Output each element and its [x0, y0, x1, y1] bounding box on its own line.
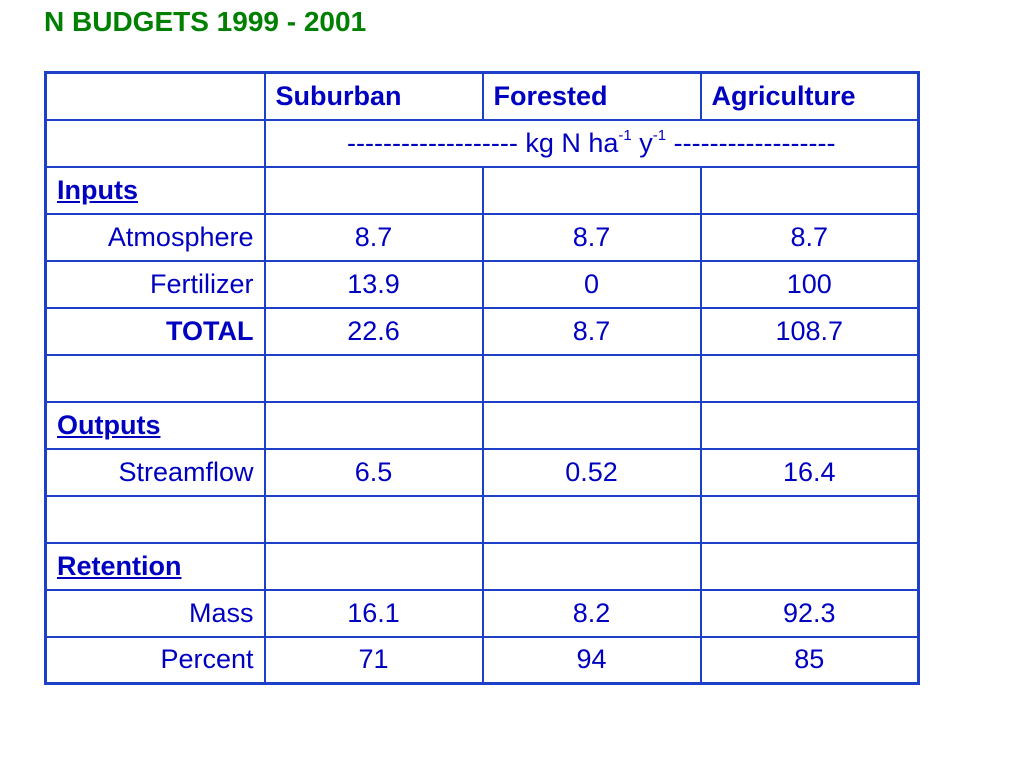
cell-atmosphere-forested: 8.7: [481, 212, 702, 262]
cell-streamflow-forested: 0.52: [481, 447, 702, 497]
spacer-row: [44, 494, 920, 544]
column-header-forested: Forested: [481, 71, 702, 121]
table-row-atmosphere: Atmosphere 8.7 8.7 8.7: [44, 212, 920, 262]
units-exponent-ha: -1: [618, 126, 632, 144]
section-row-inputs: Inputs: [44, 165, 920, 215]
row-label-total: TOTAL: [44, 306, 266, 356]
table-row-total: TOTAL 22.6 8.7 108.7: [44, 306, 920, 356]
empty-cell: [44, 494, 266, 544]
empty-cell: [44, 353, 266, 403]
n-budget-table: Suburban Forested Agriculture ----------…: [44, 71, 920, 685]
units-label: ------------------- kg N ha-1 y-1 ------…: [263, 118, 920, 168]
cell-atmosphere-suburban: 8.7: [263, 212, 484, 262]
cell-fertilizer-agriculture: 100: [699, 259, 920, 309]
units-empty-cell: [44, 118, 266, 168]
empty-cell: [481, 353, 702, 403]
cell-percent-suburban: 71: [263, 635, 484, 685]
empty-cell: [699, 165, 920, 215]
empty-cell: [263, 353, 484, 403]
table-row-mass: Mass 16.1 8.2 92.3: [44, 588, 920, 638]
cell-percent-agriculture: 85: [699, 635, 920, 685]
empty-cell: [699, 400, 920, 450]
empty-cell: [699, 494, 920, 544]
cell-streamflow-agriculture: 16.4: [699, 447, 920, 497]
empty-cell: [481, 165, 702, 215]
empty-cell: [263, 400, 484, 450]
empty-cell: [481, 494, 702, 544]
slide-title: N BUDGETS 1999 - 2001: [44, 6, 367, 37]
spacer-row: [44, 353, 920, 403]
cell-mass-forested: 8.2: [481, 588, 702, 638]
empty-cell: [699, 353, 920, 403]
table-row-fertilizer: Fertilizer 13.9 0 100: [44, 259, 920, 309]
cell-mass-agriculture: 92.3: [699, 588, 920, 638]
empty-cell: [263, 165, 484, 215]
row-label-percent: Percent: [44, 635, 266, 685]
cell-total-suburban: 22.6: [263, 306, 484, 356]
row-label-fertilizer: Fertilizer: [44, 259, 266, 309]
units-exponent-y: -1: [652, 126, 667, 144]
section-label-outputs: Outputs: [44, 400, 266, 450]
row-label-streamflow: Streamflow: [44, 447, 266, 497]
cell-total-agriculture: 108.7: [699, 306, 920, 356]
empty-cell: [481, 400, 702, 450]
units-suffix: ------------------: [666, 127, 836, 158]
cell-atmosphere-agriculture: 8.7: [699, 212, 920, 262]
column-header-suburban: Suburban: [263, 71, 484, 121]
section-label-retention: Retention: [44, 541, 266, 591]
header-row: Suburban Forested Agriculture: [44, 71, 920, 121]
empty-cell: [263, 541, 484, 591]
units-prefix: ------------------- kg N ha: [347, 127, 619, 158]
empty-cell: [481, 541, 702, 591]
row-label-mass: Mass: [44, 588, 266, 638]
section-label-inputs: Inputs: [44, 165, 266, 215]
cell-fertilizer-forested: 0: [481, 259, 702, 309]
units-mid: y: [631, 127, 653, 158]
table-row-streamflow: Streamflow 6.5 0.52 16.4: [44, 447, 920, 497]
cell-total-forested: 8.7: [481, 306, 702, 356]
cell-mass-suburban: 16.1: [263, 588, 484, 638]
section-row-retention: Retention: [44, 541, 920, 591]
row-label-atmosphere: Atmosphere: [44, 212, 266, 262]
cell-fertilizer-suburban: 13.9: [263, 259, 484, 309]
cell-streamflow-suburban: 6.5: [263, 447, 484, 497]
column-header-agriculture: Agriculture: [699, 71, 920, 121]
units-row: ------------------- kg N ha-1 y-1 ------…: [44, 118, 920, 168]
section-row-outputs: Outputs: [44, 400, 920, 450]
empty-cell: [263, 494, 484, 544]
table-row-percent: Percent 71 94 85: [44, 635, 920, 685]
cell-percent-forested: 94: [481, 635, 702, 685]
header-empty-cell: [44, 71, 266, 121]
empty-cell: [699, 541, 920, 591]
